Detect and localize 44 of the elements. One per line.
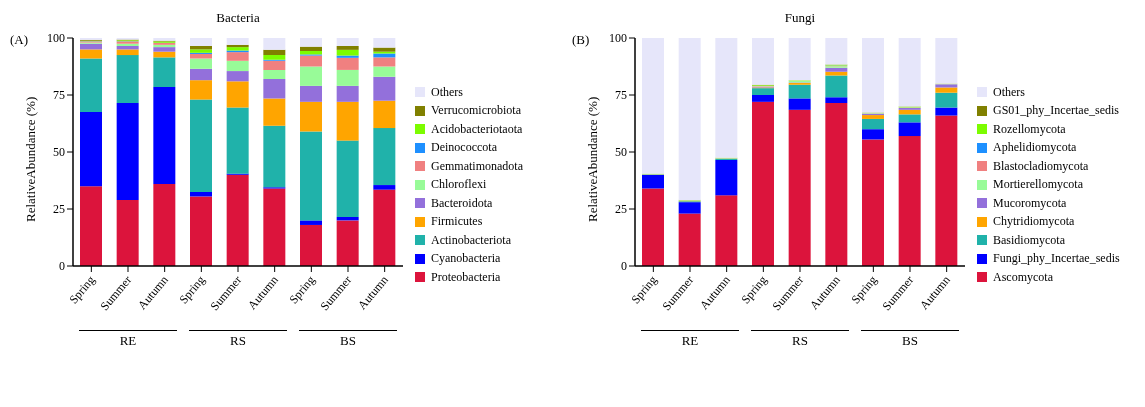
y-tick-label: 75 bbox=[615, 88, 627, 103]
y-axis-title: RelativeAbundance (%) bbox=[22, 96, 38, 222]
y-tick-label: 100 bbox=[609, 31, 627, 46]
text: RS bbox=[189, 330, 287, 349]
legend-label: Fungi_phy_Incertae_sedis bbox=[993, 251, 1120, 267]
y-tick-label: 100 bbox=[47, 31, 65, 46]
legend-label: Blastocladiomycota bbox=[993, 158, 1089, 174]
text: RS bbox=[751, 330, 849, 349]
y-tick-label: 50 bbox=[615, 145, 627, 160]
legend-label: Others bbox=[431, 84, 463, 100]
text: (B) bbox=[572, 32, 590, 48]
legend-label: Gemmatimonadota bbox=[431, 158, 523, 174]
y-tick-label: 25 bbox=[53, 202, 65, 217]
text: BS bbox=[299, 330, 397, 349]
y-axis-title: RelativeAbundance (%) bbox=[584, 96, 600, 222]
text: RE bbox=[641, 330, 739, 349]
y-tick-label: 0 bbox=[59, 259, 65, 274]
legend-label: Basidiomycota bbox=[993, 232, 1065, 248]
legend-label: Firmicutes bbox=[431, 214, 483, 230]
text: (A) bbox=[10, 32, 29, 48]
chart-title: Bacteria bbox=[215, 10, 261, 26]
chart-title: Fungi bbox=[783, 10, 817, 26]
legend-label: Mortierellomycota bbox=[993, 177, 1083, 193]
text: RE bbox=[79, 330, 177, 349]
legend-label: Actinobacteriota bbox=[431, 232, 511, 248]
legend-label: GS01_phy_Incertae_sedis bbox=[993, 103, 1119, 119]
legend-label: Verrucomicrobiota bbox=[431, 103, 521, 119]
text: BS bbox=[861, 330, 959, 349]
legend-label: Mucoromycota bbox=[993, 195, 1067, 211]
y-tick-label: 75 bbox=[53, 88, 65, 103]
legend-label: Bacteroidota bbox=[431, 195, 493, 211]
legend-label: Rozellomycota bbox=[993, 121, 1066, 137]
legend-label: Deinococcota bbox=[431, 140, 497, 156]
legend-label: Aphelidiomycota bbox=[993, 140, 1077, 156]
y-tick-label: 0 bbox=[621, 259, 627, 274]
legend-label: Chytridiomycota bbox=[993, 214, 1075, 230]
legend-label: Others bbox=[993, 84, 1025, 100]
y-tick-label: 25 bbox=[615, 202, 627, 217]
legend-label: Proteobacteria bbox=[431, 269, 501, 285]
legend-label: Ascomycota bbox=[993, 269, 1053, 285]
legend-label: Acidobacteriotaota bbox=[431, 121, 523, 137]
legend-label: Chloroflexi bbox=[431, 177, 487, 193]
legend-label: Cyanobacteria bbox=[431, 251, 501, 267]
y-tick-label: 50 bbox=[53, 145, 65, 160]
